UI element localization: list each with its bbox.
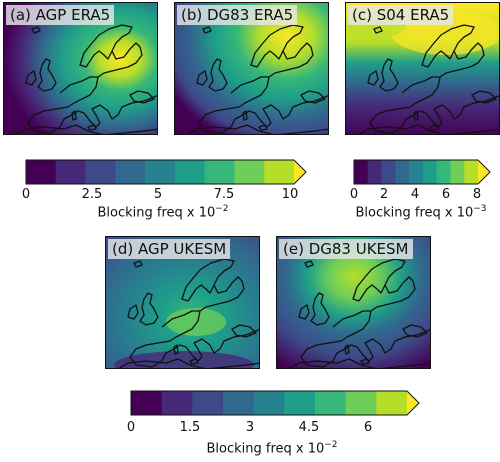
colorbar-segment <box>436 160 451 184</box>
colorbar-segment <box>409 160 424 184</box>
colorbar-tick: 0 <box>126 420 136 435</box>
panel-label: (d) AGP UKESM <box>108 239 231 259</box>
colorbar-segment <box>161 391 193 415</box>
colorbar-2: 0 2 4 6 8 Blocking freq x 10−3 <box>349 159 498 221</box>
colorbar-tick: 6 <box>363 420 373 435</box>
colorbar-segment <box>85 160 116 184</box>
colorbar-tick: 6 <box>441 187 451 202</box>
map-panel-d: (d) AGP UKESM <box>105 236 260 369</box>
colorbar-segment <box>464 160 479 184</box>
colorbar-segment <box>315 391 347 415</box>
colorbar-tick: 4 <box>410 187 420 202</box>
colorbar-arrow <box>478 160 490 184</box>
colorbar-1: 0 2.5 5 7.5 10 Blocking freq x 10−2 <box>21 159 310 221</box>
colorbar-segment <box>367 160 383 184</box>
colorbar-segment <box>284 391 316 415</box>
colorbar-segment <box>345 391 377 415</box>
colorbar-segment <box>395 160 410 184</box>
panel-label: (b) DG83 ERA5 <box>177 5 298 25</box>
colorbar-segment <box>55 160 87 184</box>
colorbar-title: Blocking freq x 10−3 <box>355 204 487 221</box>
colorbar-segment <box>381 160 396 184</box>
colorbar-tick: 8 <box>472 187 482 202</box>
colorbar-tick: 3 <box>245 420 255 435</box>
colorbar-3: 0 1.5 3 4.5 6 Blocking freq x 10−2 <box>126 390 430 460</box>
panel-label: (e) DG83 UKESM <box>279 239 413 259</box>
map-panel-e: (e) DG83 UKESM <box>276 236 431 369</box>
map-panel-b: (b) DG83 ERA5 <box>174 2 329 135</box>
colorbar-tick: 4.5 <box>298 420 320 435</box>
colorbar-segment <box>131 391 163 415</box>
colorbar-tick: 0 <box>21 187 31 202</box>
colorbar-outline <box>130 390 420 416</box>
colorbar-segment <box>115 160 146 184</box>
colorbar-segment <box>354 160 369 184</box>
colorbar-arrow <box>294 160 306 184</box>
colorbar-segment <box>223 391 255 415</box>
colorbar-segment <box>26 160 57 184</box>
colorbar-segment <box>253 391 285 415</box>
colorbar-segment <box>422 160 438 184</box>
colorbar-tick: 0 <box>349 187 359 202</box>
map-panel-a: (a) AGP ERA5 <box>3 2 158 135</box>
colorbar-tick: 10 <box>281 187 299 202</box>
colorbar-tick: 2 <box>379 187 389 202</box>
colorbar-outline <box>25 159 307 185</box>
colorbar-arrow <box>407 391 419 415</box>
colorbar-segment <box>204 160 235 184</box>
colorbar-segment <box>234 160 265 184</box>
panel-label: (a) AGP ERA5 <box>6 5 115 25</box>
colorbar-segment <box>264 160 295 184</box>
colorbar-tick: 1.5 <box>179 420 201 435</box>
colorbar-segment <box>376 391 408 415</box>
panel-label: (c) S04 ERA5 <box>348 5 454 25</box>
colorbar-segment <box>450 160 465 184</box>
colorbar-segment <box>174 160 206 184</box>
colorbar-tick: 2.5 <box>81 187 103 202</box>
colorbar-outline <box>353 159 491 185</box>
colorbar-title: Blocking freq x 10−2 <box>97 204 229 221</box>
colorbar-title: Blocking freq x 10−2 <box>206 440 338 457</box>
colorbar-segment <box>192 391 224 415</box>
map-panel-c: (c) S04 ERA5 <box>345 2 500 135</box>
colorbar-tick: 5 <box>153 187 163 202</box>
colorbar-tick: 7.5 <box>213 187 235 202</box>
colorbar-segment <box>145 160 176 184</box>
